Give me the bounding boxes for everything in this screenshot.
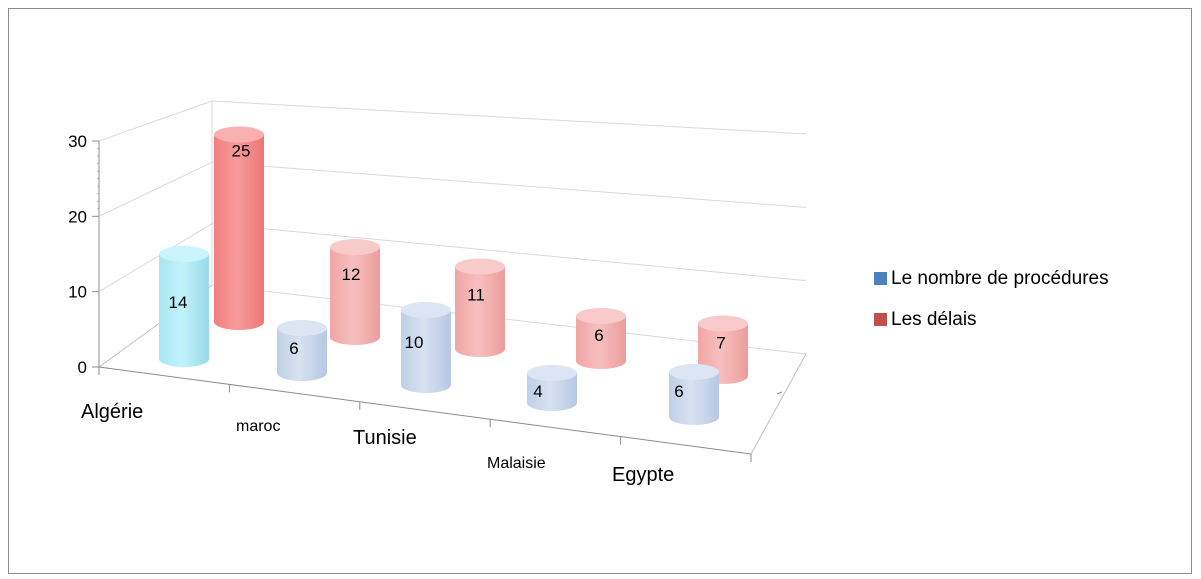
gridline-side bbox=[98, 223, 213, 293]
bar-delais-2-top bbox=[455, 258, 505, 275]
legend: Le nombre de procédures Les délais bbox=[874, 265, 1109, 347]
y-tick-label: 30 bbox=[68, 132, 87, 151]
gridline-back bbox=[211, 223, 807, 282]
bar-delais-1-body bbox=[330, 247, 380, 345]
bar-delais-2 bbox=[455, 258, 505, 357]
legend-swatch-procedures bbox=[874, 272, 887, 285]
gridline-back bbox=[211, 161, 807, 208]
bar-delais-0-top bbox=[214, 126, 264, 143]
chart-gridlines bbox=[98, 100, 807, 293]
bar-procedures-0 bbox=[159, 246, 209, 367]
legend-label-delais: Les délais bbox=[891, 308, 977, 330]
bar-procedures-3 bbox=[527, 365, 577, 411]
bar-procedures-3-body bbox=[527, 373, 577, 411]
data-label-delais: 7 bbox=[716, 334, 725, 353]
y-tick-label: 20 bbox=[68, 207, 87, 226]
data-label-delais: 11 bbox=[467, 286, 485, 305]
chart-bars bbox=[159, 126, 748, 425]
legend-swatch-delais bbox=[874, 313, 887, 326]
bar-procedures-0-body bbox=[159, 254, 209, 367]
data-label-procedures: 14 bbox=[169, 293, 188, 312]
bar-procedures-1-body bbox=[277, 328, 327, 381]
x-category-label: Algérie bbox=[81, 401, 143, 423]
bar-delais-0-body bbox=[214, 134, 264, 330]
chart-frame: 0 10 20 30 Algérie maroc Tunisie Malaisie Egypte… bbox=[8, 8, 1192, 574]
legend-label-procedures: Le nombre de procédures bbox=[891, 267, 1109, 289]
x-category-label: Tunisie bbox=[353, 427, 417, 449]
data-label-delais: 12 bbox=[342, 265, 361, 284]
bar-delais-1-top bbox=[330, 239, 380, 255]
y-tick-label: 10 bbox=[68, 283, 87, 302]
chart-labels: 0 10 20 30 Algérie maroc Tunisie Malaisie Egypte… bbox=[68, 132, 726, 486]
bar-delais-0 bbox=[214, 126, 264, 330]
bar-procedures-3-top bbox=[527, 365, 577, 381]
chart-canvas: 0 10 20 30 Algérie maroc Tunisie Malaisie Egypte… bbox=[68, 100, 807, 486]
bar-procedures-4-body bbox=[669, 372, 719, 425]
y-tick-label: 0 bbox=[78, 358, 87, 377]
bar-procedures-4 bbox=[669, 364, 719, 425]
bar-delais-2-body bbox=[455, 266, 505, 357]
data-label-procedures: 6 bbox=[289, 339, 298, 358]
bar-procedures-1-top bbox=[277, 320, 327, 336]
bar-delais-3-body bbox=[576, 316, 626, 369]
legend-item-delais: Les délais bbox=[874, 306, 1109, 333]
data-label-delais: 6 bbox=[594, 326, 603, 345]
data-label-procedures: 10 bbox=[405, 333, 424, 352]
bar-delais-1 bbox=[330, 239, 380, 345]
bar-procedures-2 bbox=[401, 302, 451, 393]
legend-item-procedures: Le nombre de procédures bbox=[874, 265, 1109, 292]
bar-procedures-2-top bbox=[401, 302, 451, 318]
data-label-procedures: 6 bbox=[674, 382, 683, 401]
data-label-procedures: 4 bbox=[533, 382, 542, 401]
data-label-delais: 25 bbox=[232, 142, 251, 161]
bar-delais-3-top bbox=[576, 308, 626, 324]
x-category-label: maroc bbox=[236, 418, 280, 435]
bar-procedures-1 bbox=[277, 320, 327, 381]
gridline-back bbox=[211, 100, 807, 135]
bar-procedures-0-top bbox=[159, 246, 209, 262]
x-category-label: Malaisie bbox=[487, 455, 546, 472]
x-category-label: Egypte bbox=[612, 464, 674, 486]
floor-right-edge bbox=[750, 353, 807, 455]
gridline-side bbox=[98, 161, 213, 217]
bar-procedures-2-body bbox=[401, 310, 451, 393]
x-axis-line bbox=[98, 366, 752, 455]
bar-procedures-4-top bbox=[669, 364, 719, 380]
bar-delais-3 bbox=[576, 308, 626, 369]
depth-tick-mark bbox=[776, 391, 783, 395]
gridline-side bbox=[98, 100, 213, 142]
bar-delais-4-top bbox=[698, 315, 748, 332]
